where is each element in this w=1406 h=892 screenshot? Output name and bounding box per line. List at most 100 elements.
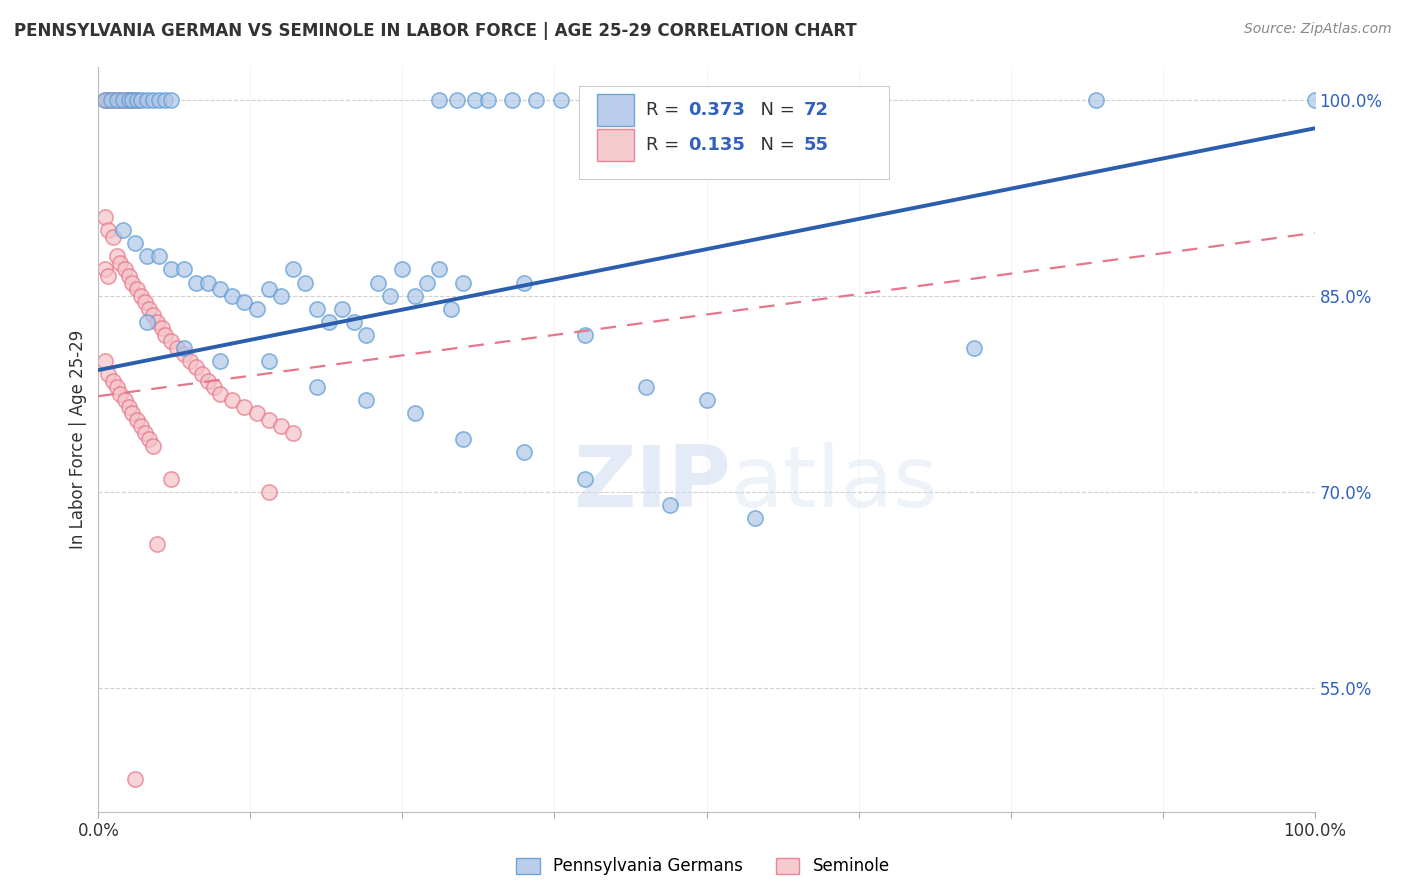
Point [114,262,136,277]
Point [202,380,225,394]
Point [191,367,214,381]
Point [160,93,183,107]
Point [129,93,152,107]
Point [148,93,170,107]
Point [173,262,195,277]
Point [97,367,120,381]
Point [111,223,134,237]
Point [118,268,141,283]
Point [121,276,143,290]
Point [134,295,156,310]
FancyBboxPatch shape [598,128,634,161]
Text: 72: 72 [804,101,828,120]
Point [209,282,232,296]
Point [354,327,377,342]
Point [138,301,160,316]
Point [114,393,136,408]
Point [550,93,572,107]
Point [354,393,377,408]
Point [101,229,124,244]
Point [118,400,141,414]
Point [160,262,183,277]
Point [574,471,596,485]
Point [114,93,136,107]
Point [307,380,329,394]
Point [124,772,146,786]
Point [121,406,143,420]
Point [318,315,340,329]
Text: N =: N = [749,101,800,120]
Point [307,301,329,316]
Point [150,321,173,335]
Point [404,288,426,302]
Point [146,537,169,551]
Text: atlas: atlas [731,442,939,525]
Point [464,93,486,107]
Point [160,471,183,485]
Point [281,262,304,277]
Point [245,301,267,316]
Point [134,425,156,440]
Point [477,93,499,107]
Point [155,327,177,342]
Point [105,93,128,107]
Point [294,276,316,290]
Point [380,288,402,302]
Point [93,210,115,224]
Point [257,282,280,296]
Point [744,510,766,524]
Point [257,413,280,427]
Point [501,93,523,107]
Point [142,308,165,322]
Point [93,262,115,277]
Point [221,393,243,408]
Point [136,249,159,263]
Point [110,256,132,270]
Point [105,380,128,394]
Point [110,386,132,401]
Point [1303,93,1326,107]
Text: 55: 55 [804,136,828,154]
FancyBboxPatch shape [598,94,634,127]
Point [245,406,267,420]
Point [148,249,170,263]
Point [97,223,120,237]
Point [179,354,201,368]
Point [110,93,132,107]
Point [270,419,292,434]
Point [155,93,177,107]
Point [197,374,219,388]
Point [696,393,718,408]
Legend: Pennsylvania Germans, Seminole: Pennsylvania Germans, Seminole [508,849,898,884]
Point [391,262,413,277]
Point [367,276,389,290]
Point [209,386,232,401]
Point [105,249,128,263]
Point [93,354,115,368]
Point [142,93,165,107]
Text: 0.373: 0.373 [689,101,745,120]
Point [146,315,169,329]
Point [111,93,134,107]
Point [453,432,475,446]
Point [129,419,152,434]
Point [138,432,160,446]
Point [136,93,159,107]
Point [574,327,596,342]
Point [197,276,219,290]
Point [166,341,188,355]
Point [343,315,366,329]
Point [101,93,124,107]
Point [513,445,536,459]
Point [233,295,256,310]
Text: Source: ZipAtlas.com: Source: ZipAtlas.com [1244,22,1392,37]
Point [404,406,426,420]
Point [127,93,149,107]
Point [100,93,122,107]
Point [427,262,450,277]
Point [453,276,475,290]
Point [221,288,243,302]
Point [257,484,280,499]
Point [97,93,120,107]
Point [121,93,143,107]
